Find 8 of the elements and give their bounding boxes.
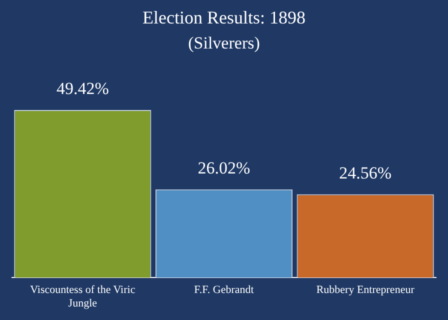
chart-title: Election Results: 1898 <box>142 8 306 28</box>
data-label: 24.56% <box>339 163 392 182</box>
x-tick-label: Viscountess of the Viric Jungle <box>30 284 136 310</box>
chart-subtitle: (Silverers) <box>188 33 260 52</box>
data-label: 49.42% <box>56 78 109 98</box>
data-label: 26.02% <box>198 158 250 178</box>
x-tick-label: F.F. Gebrandt <box>194 284 254 296</box>
x-tick-label: Rubbery Entrepreneur <box>316 284 415 296</box>
